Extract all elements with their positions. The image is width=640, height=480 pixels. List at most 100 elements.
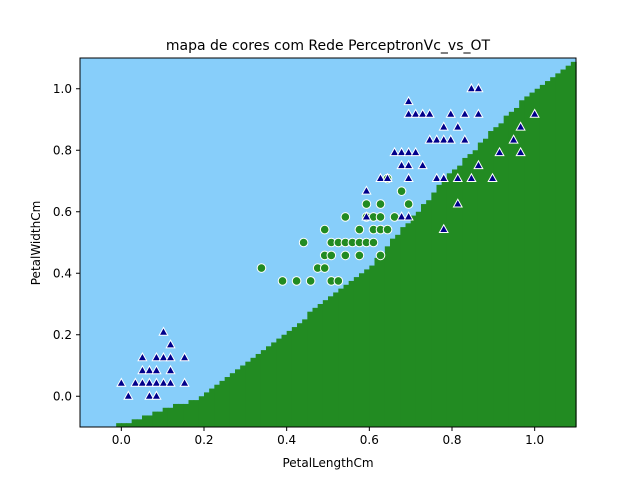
region-lower-cell (260, 350, 267, 427)
region-lower-cell (183, 403, 190, 427)
triangle-point (137, 364, 148, 375)
triangle-point (151, 364, 162, 375)
region-lower-cell (534, 88, 541, 427)
circle-point (396, 186, 407, 196)
region-lower-cell (328, 296, 334, 427)
triangle-point (144, 390, 155, 400)
circle-point (375, 212, 386, 222)
region-lower-cell (483, 138, 489, 427)
region-lower-cell (395, 234, 401, 427)
triangle-point (130, 377, 141, 387)
circle-point (326, 250, 337, 261)
region-lower-cell (317, 304, 324, 427)
region-lower-cell (503, 115, 510, 427)
triangle-point (375, 172, 386, 183)
triangle-point (466, 82, 477, 93)
region-lower-cell (136, 419, 143, 427)
region-lower-cell (488, 131, 494, 427)
region-lower-cell (514, 107, 520, 427)
region-lower-cell (452, 169, 458, 427)
region-lower-cell (348, 280, 355, 427)
region-lower-cell (539, 84, 546, 427)
region-lower-cell (297, 323, 303, 427)
triangle-point (508, 134, 519, 144)
circle-point (305, 276, 316, 286)
region-lower-cell (209, 388, 215, 427)
region-lower-cell (441, 181, 448, 427)
plot-area (79, 57, 577, 428)
triangle-point (459, 108, 470, 118)
triangle-point (452, 121, 463, 131)
region-lower-cell (493, 127, 500, 427)
triangle-point (438, 172, 449, 183)
region-lower-cell (147, 415, 153, 427)
region-lower-cell (126, 423, 133, 427)
triangle-point (403, 172, 414, 183)
region-lower-cell (508, 111, 515, 427)
region-lower-cell (307, 311, 314, 427)
triangle-point (417, 159, 428, 170)
triangle-point (179, 351, 190, 362)
region-lower-cell (266, 346, 272, 427)
region-lower-cell (560, 69, 567, 427)
circle-point (333, 276, 344, 286)
triangle-point (438, 134, 449, 144)
triangle-point (417, 108, 428, 118)
region-lower-cell (286, 330, 293, 427)
circle-point (361, 199, 372, 209)
circle-point (319, 263, 330, 273)
triangle-point (396, 211, 407, 221)
region-lower-cell (436, 184, 443, 427)
region-lower-cell (178, 403, 184, 427)
triangle-point (459, 134, 470, 144)
region-lower-cell (359, 273, 365, 427)
region-lower-cell (472, 150, 479, 427)
region-lower-cell (214, 384, 221, 427)
region-lower-cell (167, 407, 174, 427)
x-axis: 0.0 0.2 0.4 0.6 0.8 1.0 (112, 427, 544, 447)
y-tick-label: 0.6 (53, 205, 72, 219)
region-lower-cell (457, 165, 463, 427)
region-lower-cell (121, 423, 128, 427)
triangle-point (438, 121, 449, 131)
triangle-point (445, 108, 456, 118)
region-lower-cell (400, 227, 407, 427)
region-lower-cell (555, 73, 562, 427)
triangle-point (473, 82, 484, 93)
region-lower-cell (240, 365, 246, 427)
region-lower-cell (271, 342, 277, 427)
region-lower-cell (193, 400, 200, 427)
triangle-point (445, 134, 456, 144)
circle-point (354, 250, 365, 261)
region-lower-cell (343, 284, 350, 427)
triangle-point (158, 377, 169, 387)
triangle-point (165, 351, 176, 362)
triangle-point (165, 339, 176, 349)
triangle-point (452, 198, 463, 208)
y-tick-label: 0.4 (53, 266, 72, 280)
triangle-point (494, 146, 505, 157)
region-lower-cell (250, 357, 257, 427)
region-lower-cell (529, 92, 536, 427)
region-lower-cell (565, 65, 572, 427)
triangle-point (158, 351, 169, 362)
region-lower-cell (131, 419, 138, 427)
triangle-point (431, 134, 442, 144)
triangle-point (438, 223, 449, 234)
region-lower-cell (188, 400, 195, 427)
y-tick-label: 0.2 (53, 328, 72, 342)
region-lower-cell (364, 269, 370, 427)
region-lower-cell (410, 215, 417, 427)
triangle-point (151, 351, 162, 362)
region-lower-cell (426, 200, 432, 427)
region-lower-cell (550, 77, 556, 427)
triangle-point (410, 108, 421, 118)
circle-point (375, 250, 386, 261)
triangle-point (529, 108, 540, 118)
triangle-point (452, 172, 463, 183)
circle-point (319, 224, 330, 235)
triangle-point (382, 172, 393, 183)
triangle-point (403, 146, 414, 157)
triangle-point (396, 146, 407, 157)
